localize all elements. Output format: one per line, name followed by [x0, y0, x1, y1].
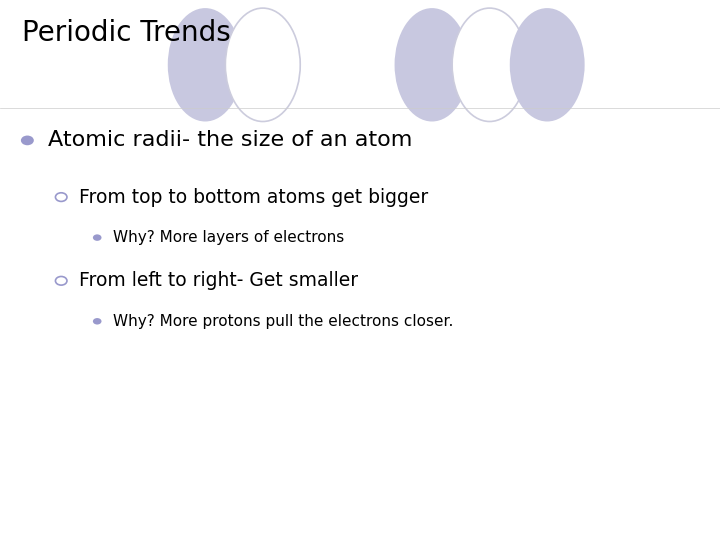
Ellipse shape [395, 8, 469, 122]
Text: From left to right- Get smaller: From left to right- Get smaller [79, 271, 359, 291]
Circle shape [93, 234, 102, 241]
Circle shape [55, 276, 67, 285]
Ellipse shape [225, 8, 300, 122]
Text: Atomic radii- the size of an atom: Atomic radii- the size of an atom [48, 130, 412, 151]
Ellipse shape [452, 8, 527, 122]
Text: From top to bottom atoms get bigger: From top to bottom atoms get bigger [79, 187, 428, 207]
Circle shape [93, 318, 102, 325]
Ellipse shape [168, 8, 243, 122]
Ellipse shape [510, 8, 585, 122]
Circle shape [21, 136, 34, 145]
Text: Periodic Trends: Periodic Trends [22, 19, 230, 47]
Text: Why? More layers of electrons: Why? More layers of electrons [113, 230, 344, 245]
Circle shape [55, 193, 67, 201]
Text: Why? More protons pull the electrons closer.: Why? More protons pull the electrons clo… [113, 314, 454, 329]
